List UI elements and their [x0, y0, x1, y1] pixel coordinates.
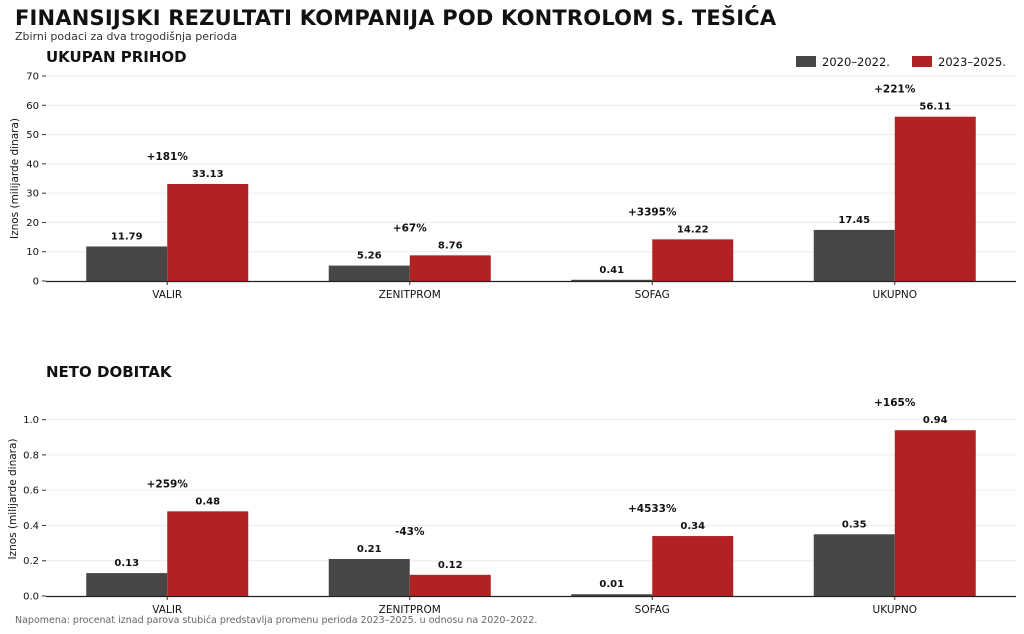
panel-title: NETO DOBITAK [46, 363, 173, 381]
bar-zenitprom-2020-2022 [328, 558, 410, 596]
change-label: +67% [393, 222, 427, 234]
change-label: +181% [147, 151, 189, 163]
category-label: ZENITPROM [379, 604, 441, 616]
value-label: 0.13 [114, 558, 139, 569]
y-tick-label: 0.2 [23, 556, 39, 567]
bar-ukupno-2023-2025 [894, 116, 976, 281]
value-label: 8.76 [438, 240, 463, 251]
bar-valir-2020-2022 [86, 246, 168, 281]
value-label: 11.79 [111, 231, 143, 242]
value-label: 0.41 [599, 265, 624, 276]
value-label: 17.45 [838, 215, 870, 226]
value-label: 5.26 [357, 251, 382, 262]
category-label: VALIR [152, 604, 182, 616]
y-tick-label: 20 [26, 218, 39, 229]
legend: 2020–2022. 2023–2025. [796, 55, 1006, 69]
value-label: 33.13 [192, 169, 224, 180]
y-tick-label: 70 [26, 72, 39, 83]
change-label: +4533% [628, 503, 677, 515]
value-label: 0.21 [357, 544, 382, 555]
y-tick-label: 0 [33, 277, 39, 288]
category-label: SOFAG [635, 604, 670, 616]
change-label: +165% [874, 397, 916, 409]
bar-valir-2023-2025 [167, 511, 249, 596]
category-label: ZENITPROM [379, 289, 441, 301]
y-axis-label: Iznos (milijarde dinara) [9, 118, 21, 239]
y-tick-label: 0.4 [23, 521, 39, 532]
legend-swatch-2023-2025 [912, 56, 932, 67]
change-label: +259% [147, 478, 189, 490]
y-tick-label: 10 [26, 247, 39, 258]
bar-sofag-2023-2025 [652, 536, 734, 596]
y-tick-label: 0.8 [23, 450, 39, 461]
chart-subtitle: Zbirni podaci za dva trogodišnja perioda [15, 30, 238, 43]
category-label: VALIR [152, 289, 182, 301]
y-tick-label: 1.0 [23, 415, 39, 426]
value-label: 0.01 [599, 579, 624, 590]
y-axis-label: Iznos (milijarde dinara) [7, 438, 19, 559]
value-label: 0.48 [195, 496, 220, 507]
bar-zenitprom-2023-2025 [409, 574, 491, 596]
value-label: 14.22 [677, 224, 709, 235]
value-label: 0.12 [438, 560, 463, 571]
legend-label-2023-2025: 2023–2025. [938, 55, 1006, 69]
bar-valir-2020-2022 [86, 573, 168, 596]
value-label: 0.94 [923, 415, 948, 426]
change-label: -43% [395, 526, 425, 538]
y-tick-label: 30 [26, 189, 39, 200]
bar-sofag-2020-2022 [571, 594, 653, 596]
chart-title: FINANSIJSKI REZULTATI KOMPANIJA POD KONT… [15, 6, 777, 30]
bar-zenitprom-2020-2022 [328, 265, 410, 281]
y-tick-label: 50 [26, 130, 39, 141]
bar-ukupno-2023-2025 [894, 430, 976, 596]
y-tick-label: 0.6 [23, 486, 39, 497]
y-tick-label: 60 [26, 101, 39, 112]
legend-label-2020-2022: 2020–2022. [822, 55, 890, 69]
y-tick-label: 40 [26, 159, 39, 170]
y-tick-label: 0.0 [23, 592, 39, 603]
bar-zenitprom-2023-2025 [409, 255, 491, 281]
bar-sofag-2023-2025 [652, 239, 734, 281]
change-label: +3395% [628, 206, 677, 218]
change-label: +221% [874, 84, 916, 96]
category-label: SOFAG [635, 289, 670, 301]
bar-ukupno-2020-2022 [813, 229, 895, 281]
panel-title: UKUPAN PRIHOD [46, 48, 187, 66]
panel-ukupan-prihod: UKUPAN PRIHOD 0 10 20 30 40 50 60 70 Iznos (milij… [9, 48, 1016, 301]
footnote: Napomena: procenat iznad parova stubića … [15, 615, 538, 626]
category-label: UKUPNO [873, 289, 917, 301]
bar-valir-2023-2025 [167, 183, 249, 281]
category-label: UKUPNO [873, 604, 917, 616]
bar-sofag-2020-2022 [571, 279, 653, 281]
bar-ukupno-2020-2022 [813, 534, 895, 596]
value-label: 0.35 [842, 519, 867, 530]
legend-swatch-2020-2022 [796, 56, 816, 67]
panel-neto-dobitak: NETO DOBITAK 0.0 0.2 0.4 0.6 0.8 1.0 Iznos (mil… [7, 363, 1016, 616]
value-label: 0.34 [680, 521, 705, 532]
value-label: 56.11 [919, 102, 951, 113]
